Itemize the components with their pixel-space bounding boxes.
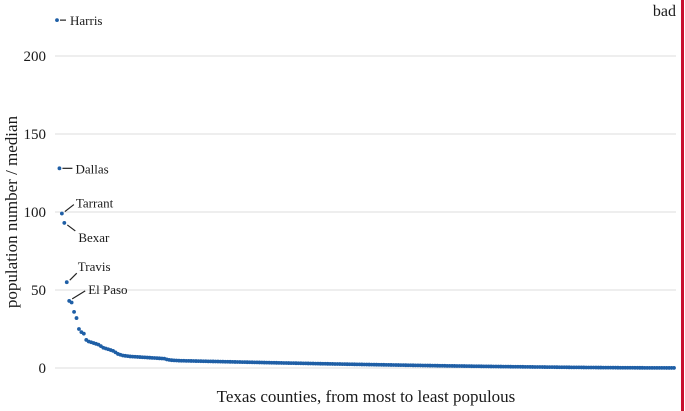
county-label: Bexar <box>78 230 110 245</box>
annotation-leader <box>66 224 76 232</box>
county-point <box>55 18 59 23</box>
county-label: El Paso <box>88 282 127 297</box>
annotation-leader <box>71 290 86 300</box>
county-point <box>69 300 74 305</box>
x-axis-label: Texas counties, from most to least popul… <box>217 387 516 406</box>
county-point <box>74 316 79 320</box>
y-axis-label: population number / median <box>2 115 21 308</box>
y-tick-label: 50 <box>31 283 46 299</box>
county-point <box>64 280 69 285</box>
county-label: Dallas <box>75 161 108 176</box>
y-tick-label: 150 <box>24 127 47 143</box>
county-point <box>57 166 62 171</box>
county-point <box>62 221 67 225</box>
county-label: Tarrant <box>76 196 114 211</box>
county-point <box>672 366 676 370</box>
county-point <box>77 327 81 331</box>
gridlines <box>55 55 676 369</box>
county-annotations: Harris Dallas Tarrant Bexar Travis El Paso <box>60 13 128 300</box>
county-point <box>81 331 86 336</box>
annotation-leader <box>64 204 75 213</box>
data-points <box>55 18 676 370</box>
county-label: Harris <box>70 13 103 28</box>
county-point <box>59 211 64 216</box>
y-tick-label: 200 <box>24 49 47 65</box>
stamp-label: bad <box>653 3 676 20</box>
annotation-leader <box>69 272 78 281</box>
y-tick-label: 100 <box>24 205 47 221</box>
county-point <box>72 309 76 314</box>
y-axis-ticks: 0 50 100 150 200 <box>24 49 47 377</box>
y-tick-label: 0 <box>39 361 47 377</box>
county-label: Travis <box>78 259 111 274</box>
